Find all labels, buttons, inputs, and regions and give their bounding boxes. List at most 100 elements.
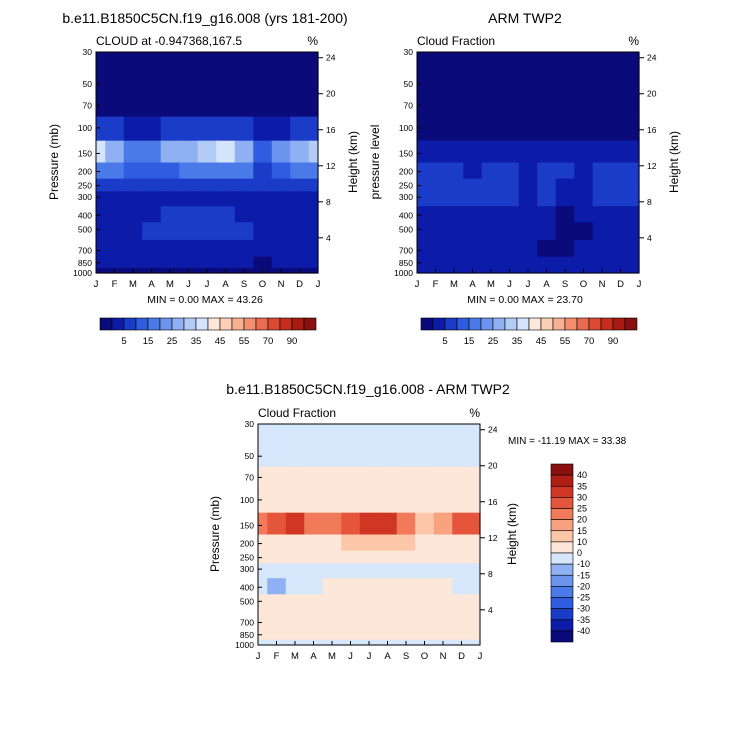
heatmap-cell — [396, 563, 416, 579]
heatmap-cell — [433, 550, 453, 564]
heatmap-cell — [500, 94, 520, 118]
heatmap-cell — [308, 52, 319, 69]
heatmap-cell — [267, 628, 287, 641]
heatmap-cell — [160, 206, 180, 223]
colorbar-label: 55 — [560, 336, 571, 347]
heatmap-cell — [285, 440, 305, 468]
heatmap-cell — [611, 206, 631, 223]
heatmap-cell — [537, 222, 557, 241]
heatmap-cell — [258, 534, 268, 552]
heatmap-cell — [160, 222, 180, 241]
heatmap-cell — [415, 466, 435, 490]
heatmap-cell — [258, 466, 268, 490]
x-tick-label: O — [580, 279, 587, 290]
colorbar-swatch — [480, 317, 494, 331]
heatmap-cell — [216, 206, 236, 223]
x-tick-label: O — [421, 651, 428, 662]
heatmap-cell — [537, 68, 557, 96]
heatmap-cell — [179, 256, 199, 269]
y-tick-label: 400 — [240, 582, 254, 592]
heatmap-cell — [216, 52, 236, 69]
height-tick-label: 24 — [647, 53, 657, 63]
heatmap-cell — [481, 116, 501, 142]
heatmap-cell — [452, 424, 472, 441]
height-tick-label: 12 — [647, 161, 657, 171]
heatmap-cell — [96, 178, 106, 192]
panel1-stats: MIN = 0.00 MAX = 43.26 — [147, 294, 263, 306]
heatmap-cell — [258, 424, 268, 441]
heatmap-cell — [500, 256, 520, 269]
x-tick-label: J — [348, 651, 353, 662]
heatmap-cell — [592, 256, 612, 269]
heatmap-cell — [234, 239, 254, 258]
heatmap-cell — [629, 239, 640, 258]
heatmap-cell — [96, 239, 106, 258]
heatmap-cell — [500, 140, 520, 164]
colorbar-swatch — [432, 317, 446, 331]
colorbar-label: 5 — [121, 336, 126, 347]
heatmap-cell — [105, 68, 125, 96]
y-tick-label: 250 — [78, 181, 92, 191]
heatmap-cell — [359, 488, 379, 514]
heatmap-cell — [481, 52, 501, 69]
heatmap-cell — [160, 162, 180, 180]
heatmap-cell — [555, 94, 575, 118]
y-tick-label: 100 — [78, 123, 92, 133]
colorbar-swatch — [99, 317, 113, 331]
y-tick-label: 300 — [78, 192, 92, 202]
heatmap-cell — [592, 191, 612, 207]
colorbar-swatch — [528, 317, 542, 331]
heatmap-cell — [592, 239, 612, 258]
heatmap-cell — [267, 550, 287, 564]
colorbar-swatch — [231, 317, 245, 331]
y-tick-label: 700 — [78, 246, 92, 256]
heatmap-cell — [592, 140, 612, 164]
heatmap-cell — [415, 440, 435, 468]
colorbar-swatch — [303, 317, 317, 331]
colorbar-label: -35 — [577, 615, 590, 625]
heatmap-cell — [629, 256, 640, 269]
heatmap-cell — [216, 162, 236, 180]
heatmap-cell — [258, 488, 268, 514]
y-tick-label: 850 — [399, 258, 413, 268]
heatmap-cell — [123, 178, 143, 192]
heatmap-cell — [341, 534, 361, 552]
heatmap-cell — [470, 424, 481, 441]
heatmap-cell — [234, 222, 254, 241]
y-tick-label: 400 — [78, 210, 92, 220]
panel2-ylabel-right: Height (km) — [667, 131, 681, 193]
height-tick-label: 8 — [488, 569, 493, 579]
heatmap-cell — [537, 52, 557, 69]
heatmap-cell — [433, 424, 453, 441]
heatmap-cell — [216, 256, 236, 269]
heatmap-cell — [537, 94, 557, 118]
heatmap-cell — [234, 68, 254, 96]
heatmap-cell — [197, 191, 217, 207]
colorbar-swatch — [550, 563, 574, 576]
colorbar-swatch — [219, 317, 233, 331]
heatmap-cell — [285, 550, 305, 564]
heatmap-cell — [304, 512, 324, 536]
colorbar-swatch — [576, 317, 590, 331]
heatmap-cell — [160, 140, 180, 164]
colorbar-swatch — [444, 317, 458, 331]
x-tick-label: F — [433, 279, 439, 290]
heatmap-cell — [105, 191, 125, 207]
colorbar-swatch — [550, 586, 574, 598]
heatmap-cell — [96, 52, 106, 69]
heatmap-cell — [267, 563, 287, 579]
heatmap-cell — [304, 424, 324, 441]
x-tick-label: N — [278, 279, 285, 290]
heatmap-cell — [611, 68, 631, 96]
colorbar-swatch — [195, 317, 209, 331]
x-tick-label: D — [296, 279, 303, 290]
heatmap-cell — [271, 206, 291, 223]
heatmap-cell — [426, 68, 446, 96]
heatmap-cell — [142, 140, 162, 164]
heatmap-cell — [258, 550, 268, 564]
y-tick-label: 150 — [399, 148, 413, 158]
heatmap-cell — [444, 68, 464, 96]
colorbar-label: 45 — [536, 336, 547, 347]
y-tick-label: 150 — [240, 520, 254, 530]
